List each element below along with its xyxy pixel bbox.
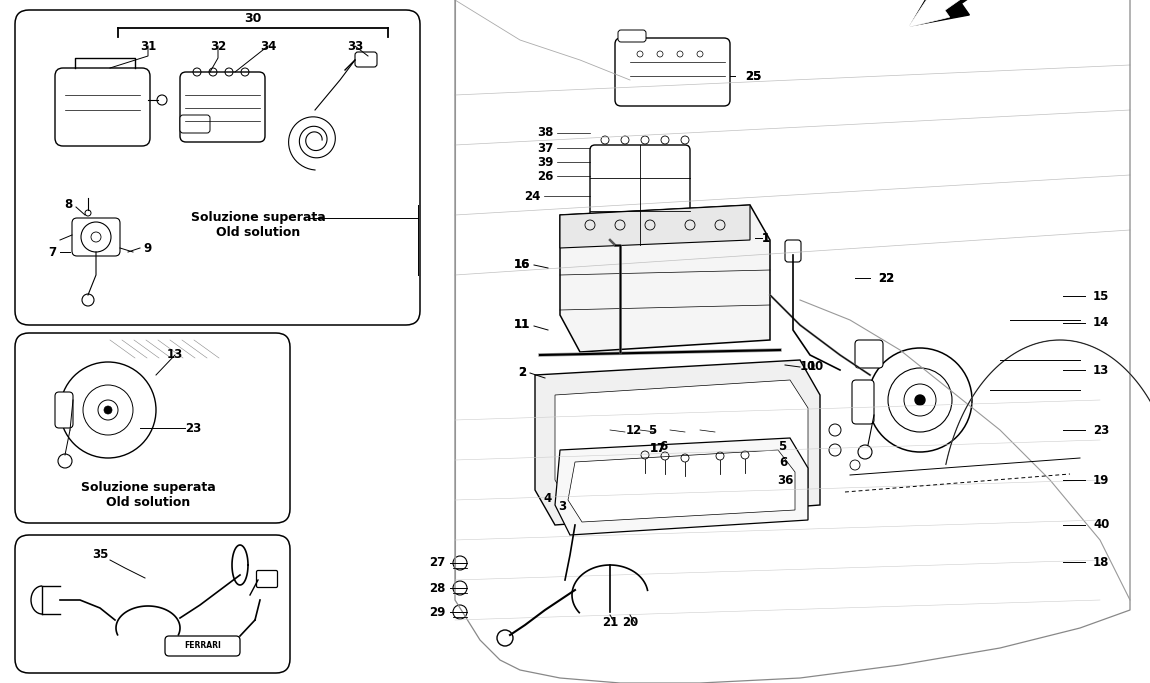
Text: Soluzione superata: Soluzione superata (81, 481, 215, 494)
Text: 12: 12 (626, 423, 642, 436)
FancyBboxPatch shape (785, 240, 802, 262)
Text: 30: 30 (244, 12, 262, 25)
Text: 5: 5 (647, 423, 657, 436)
Text: 37: 37 (537, 141, 553, 154)
Text: 25: 25 (745, 70, 761, 83)
Text: 23: 23 (185, 421, 201, 434)
Text: 34: 34 (260, 40, 276, 53)
Text: 38: 38 (537, 126, 553, 139)
Text: 17: 17 (650, 441, 666, 454)
Text: 7: 7 (48, 245, 56, 258)
Text: 32: 32 (209, 40, 227, 53)
FancyBboxPatch shape (55, 392, 72, 428)
Text: 16: 16 (514, 258, 530, 272)
Text: 24: 24 (523, 189, 540, 202)
Text: 3: 3 (558, 499, 566, 512)
Polygon shape (535, 360, 820, 525)
FancyBboxPatch shape (615, 38, 730, 106)
Text: 8: 8 (64, 199, 72, 212)
Text: 17: 17 (650, 441, 666, 454)
Polygon shape (910, 0, 1014, 26)
FancyBboxPatch shape (181, 115, 210, 133)
Text: 28: 28 (429, 581, 445, 594)
Text: 25: 25 (745, 70, 761, 83)
Text: 5: 5 (777, 441, 787, 454)
Text: 13: 13 (167, 348, 183, 361)
Text: 6: 6 (659, 441, 667, 454)
Text: 14: 14 (1092, 316, 1110, 329)
FancyBboxPatch shape (854, 340, 883, 368)
Polygon shape (555, 438, 808, 535)
Text: 33: 33 (347, 40, 363, 53)
Text: 6: 6 (779, 456, 787, 469)
Text: 1: 1 (762, 232, 770, 245)
Polygon shape (908, 0, 996, 27)
Text: 9: 9 (144, 242, 152, 255)
Text: 15: 15 (1092, 290, 1110, 303)
Text: 18: 18 (1092, 555, 1110, 568)
Text: FERRARI: FERRARI (184, 641, 222, 650)
Text: 35: 35 (92, 548, 108, 561)
Text: 11: 11 (514, 318, 530, 331)
FancyBboxPatch shape (15, 10, 420, 325)
Text: 13: 13 (1092, 363, 1110, 376)
FancyBboxPatch shape (164, 636, 240, 656)
FancyBboxPatch shape (15, 333, 290, 523)
Circle shape (915, 395, 925, 405)
FancyBboxPatch shape (72, 218, 120, 256)
Text: 40: 40 (1092, 518, 1110, 531)
Text: 22: 22 (877, 272, 895, 285)
Text: 2: 2 (518, 365, 526, 378)
Text: Old solution: Old solution (216, 227, 300, 240)
Text: 27: 27 (429, 557, 445, 570)
Text: 20: 20 (622, 617, 638, 630)
Text: 26: 26 (537, 169, 553, 182)
Text: Old solution: Old solution (106, 495, 190, 509)
Text: 21: 21 (601, 617, 619, 630)
FancyBboxPatch shape (618, 30, 646, 42)
FancyBboxPatch shape (15, 535, 290, 673)
Text: 1: 1 (762, 232, 770, 245)
Text: 29: 29 (429, 606, 445, 619)
FancyBboxPatch shape (181, 72, 264, 142)
Circle shape (104, 406, 112, 414)
Polygon shape (560, 205, 770, 352)
Text: 22: 22 (877, 272, 895, 285)
Text: 10: 10 (800, 361, 816, 374)
Text: 16: 16 (514, 258, 530, 272)
FancyBboxPatch shape (355, 52, 377, 67)
Text: Soluzione superata: Soluzione superata (191, 212, 325, 225)
Polygon shape (555, 380, 808, 505)
FancyBboxPatch shape (852, 380, 874, 424)
Text: 36: 36 (776, 473, 793, 486)
Text: 10: 10 (808, 361, 825, 374)
FancyBboxPatch shape (256, 570, 277, 587)
FancyBboxPatch shape (55, 68, 150, 146)
Polygon shape (568, 450, 795, 522)
Text: 4: 4 (544, 492, 552, 505)
Polygon shape (560, 205, 750, 248)
Text: 39: 39 (537, 156, 553, 169)
Text: 31: 31 (140, 40, 156, 53)
Text: 19: 19 (1092, 473, 1110, 486)
Text: 23: 23 (1092, 423, 1110, 436)
FancyBboxPatch shape (590, 145, 690, 245)
Text: 2: 2 (518, 365, 526, 378)
Text: 11: 11 (514, 318, 530, 331)
